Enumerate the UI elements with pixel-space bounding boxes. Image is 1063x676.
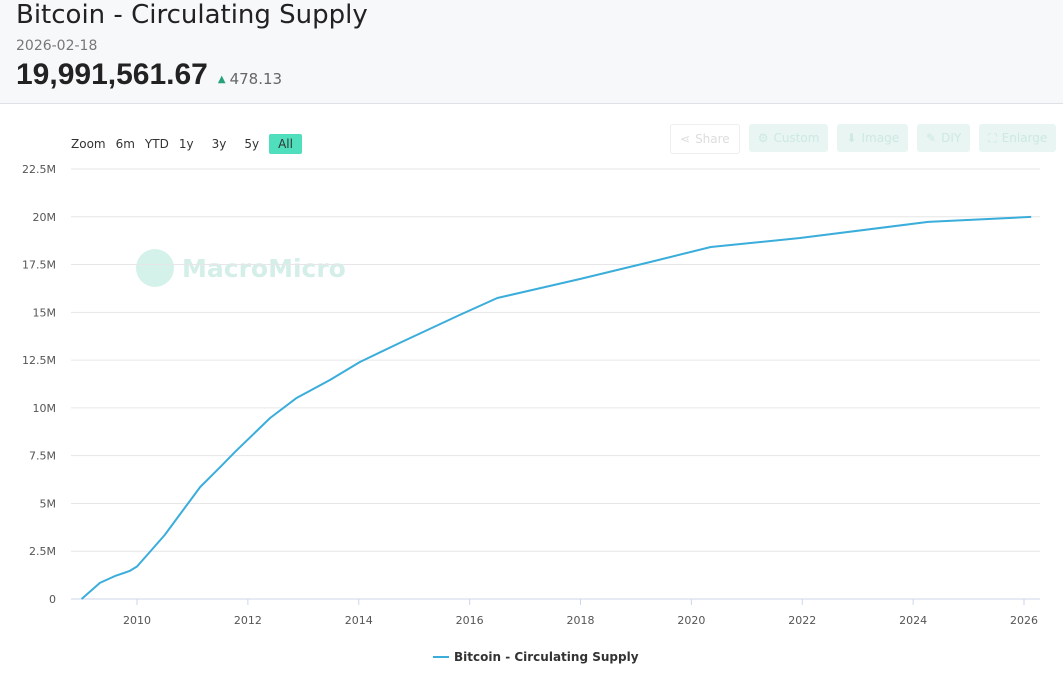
zoom-all[interactable]: All [269, 134, 302, 154]
y-tick-label: 17.5M [22, 259, 56, 272]
pencil-icon: ✎ [926, 131, 937, 145]
share-icon: ⋖ [680, 132, 691, 146]
x-tick-label: 2024 [899, 614, 927, 627]
gear-icon: ⚙ [757, 131, 769, 145]
y-tick-label: 2.5M [29, 545, 56, 558]
zoom-6m[interactable]: 6m [115, 137, 135, 151]
x-tick-label: 2020 [677, 614, 705, 627]
header: Bitcoin - Circulating Supply 2026-02-18 … [0, 0, 1063, 104]
y-tick-label: 20M [33, 211, 57, 224]
watermark: MacroMicro [136, 249, 346, 287]
series-line [80, 215, 1032, 600]
legend-item[interactable]: Bitcoin - Circulating Supply [433, 650, 639, 664]
page-title: Bitcoin - Circulating Supply [16, 0, 368, 30]
x-tick-label: 2026 [1010, 614, 1038, 627]
zoom-label: Zoom [71, 137, 106, 151]
enlarge-button[interactable]: ⛶ Enlarge [979, 124, 1057, 152]
zoom-3y[interactable]: 3y [211, 137, 227, 151]
download-icon: ⬇ [846, 131, 857, 145]
latest-value: 19,991,561.67 [16, 58, 208, 91]
date-label: 2026-02-18 [16, 38, 98, 54]
custom-button[interactable]: ⚙ Custom [748, 124, 829, 152]
x-tick-label: 2016 [456, 614, 484, 627]
image-button[interactable]: ⬇ Image [837, 124, 909, 152]
diy-button[interactable]: ✎ DIY [917, 124, 971, 152]
y-tick-label: 0 [49, 593, 56, 606]
x-tick-label: 2018 [567, 614, 595, 627]
value-row: 19,991,561.67 ▲ 478.13 [16, 58, 282, 92]
x-tick-label: 2014 [345, 614, 373, 627]
zoom-1y[interactable]: 1y [178, 137, 194, 151]
y-tick-label: 12.5M [22, 354, 56, 367]
share-button[interactable]: ⋖ Share [670, 124, 740, 154]
y-tick-label: 10M [33, 402, 57, 415]
up-triangle-icon: ▲ [217, 74, 226, 85]
legend-line-icon [433, 656, 449, 658]
zoom-5y[interactable]: 5y [244, 137, 260, 151]
x-tick-label: 2012 [234, 614, 262, 627]
x-tick-label: 2022 [788, 614, 816, 627]
toolbar: ⋖ Share ⚙ Custom ⬇ Image ✎ DIY ⛶ Enlarge [670, 124, 1057, 154]
x-tick-label: 2010 [123, 614, 151, 627]
y-tick-label: 7.5M [29, 450, 56, 463]
y-tick-label: 5M [40, 497, 57, 510]
zoom-bar: Zoom 6m YTD 1y 3y 5y All [71, 134, 312, 154]
change-value: ▲ 478.13 [217, 70, 283, 88]
y-tick-label: 22.5M [22, 163, 56, 176]
expand-icon: ⛶ [988, 130, 997, 145]
zoom-ytd[interactable]: YTD [144, 137, 169, 151]
y-tick-label: 15M [33, 306, 57, 319]
macromicro-logo-icon [136, 249, 174, 287]
